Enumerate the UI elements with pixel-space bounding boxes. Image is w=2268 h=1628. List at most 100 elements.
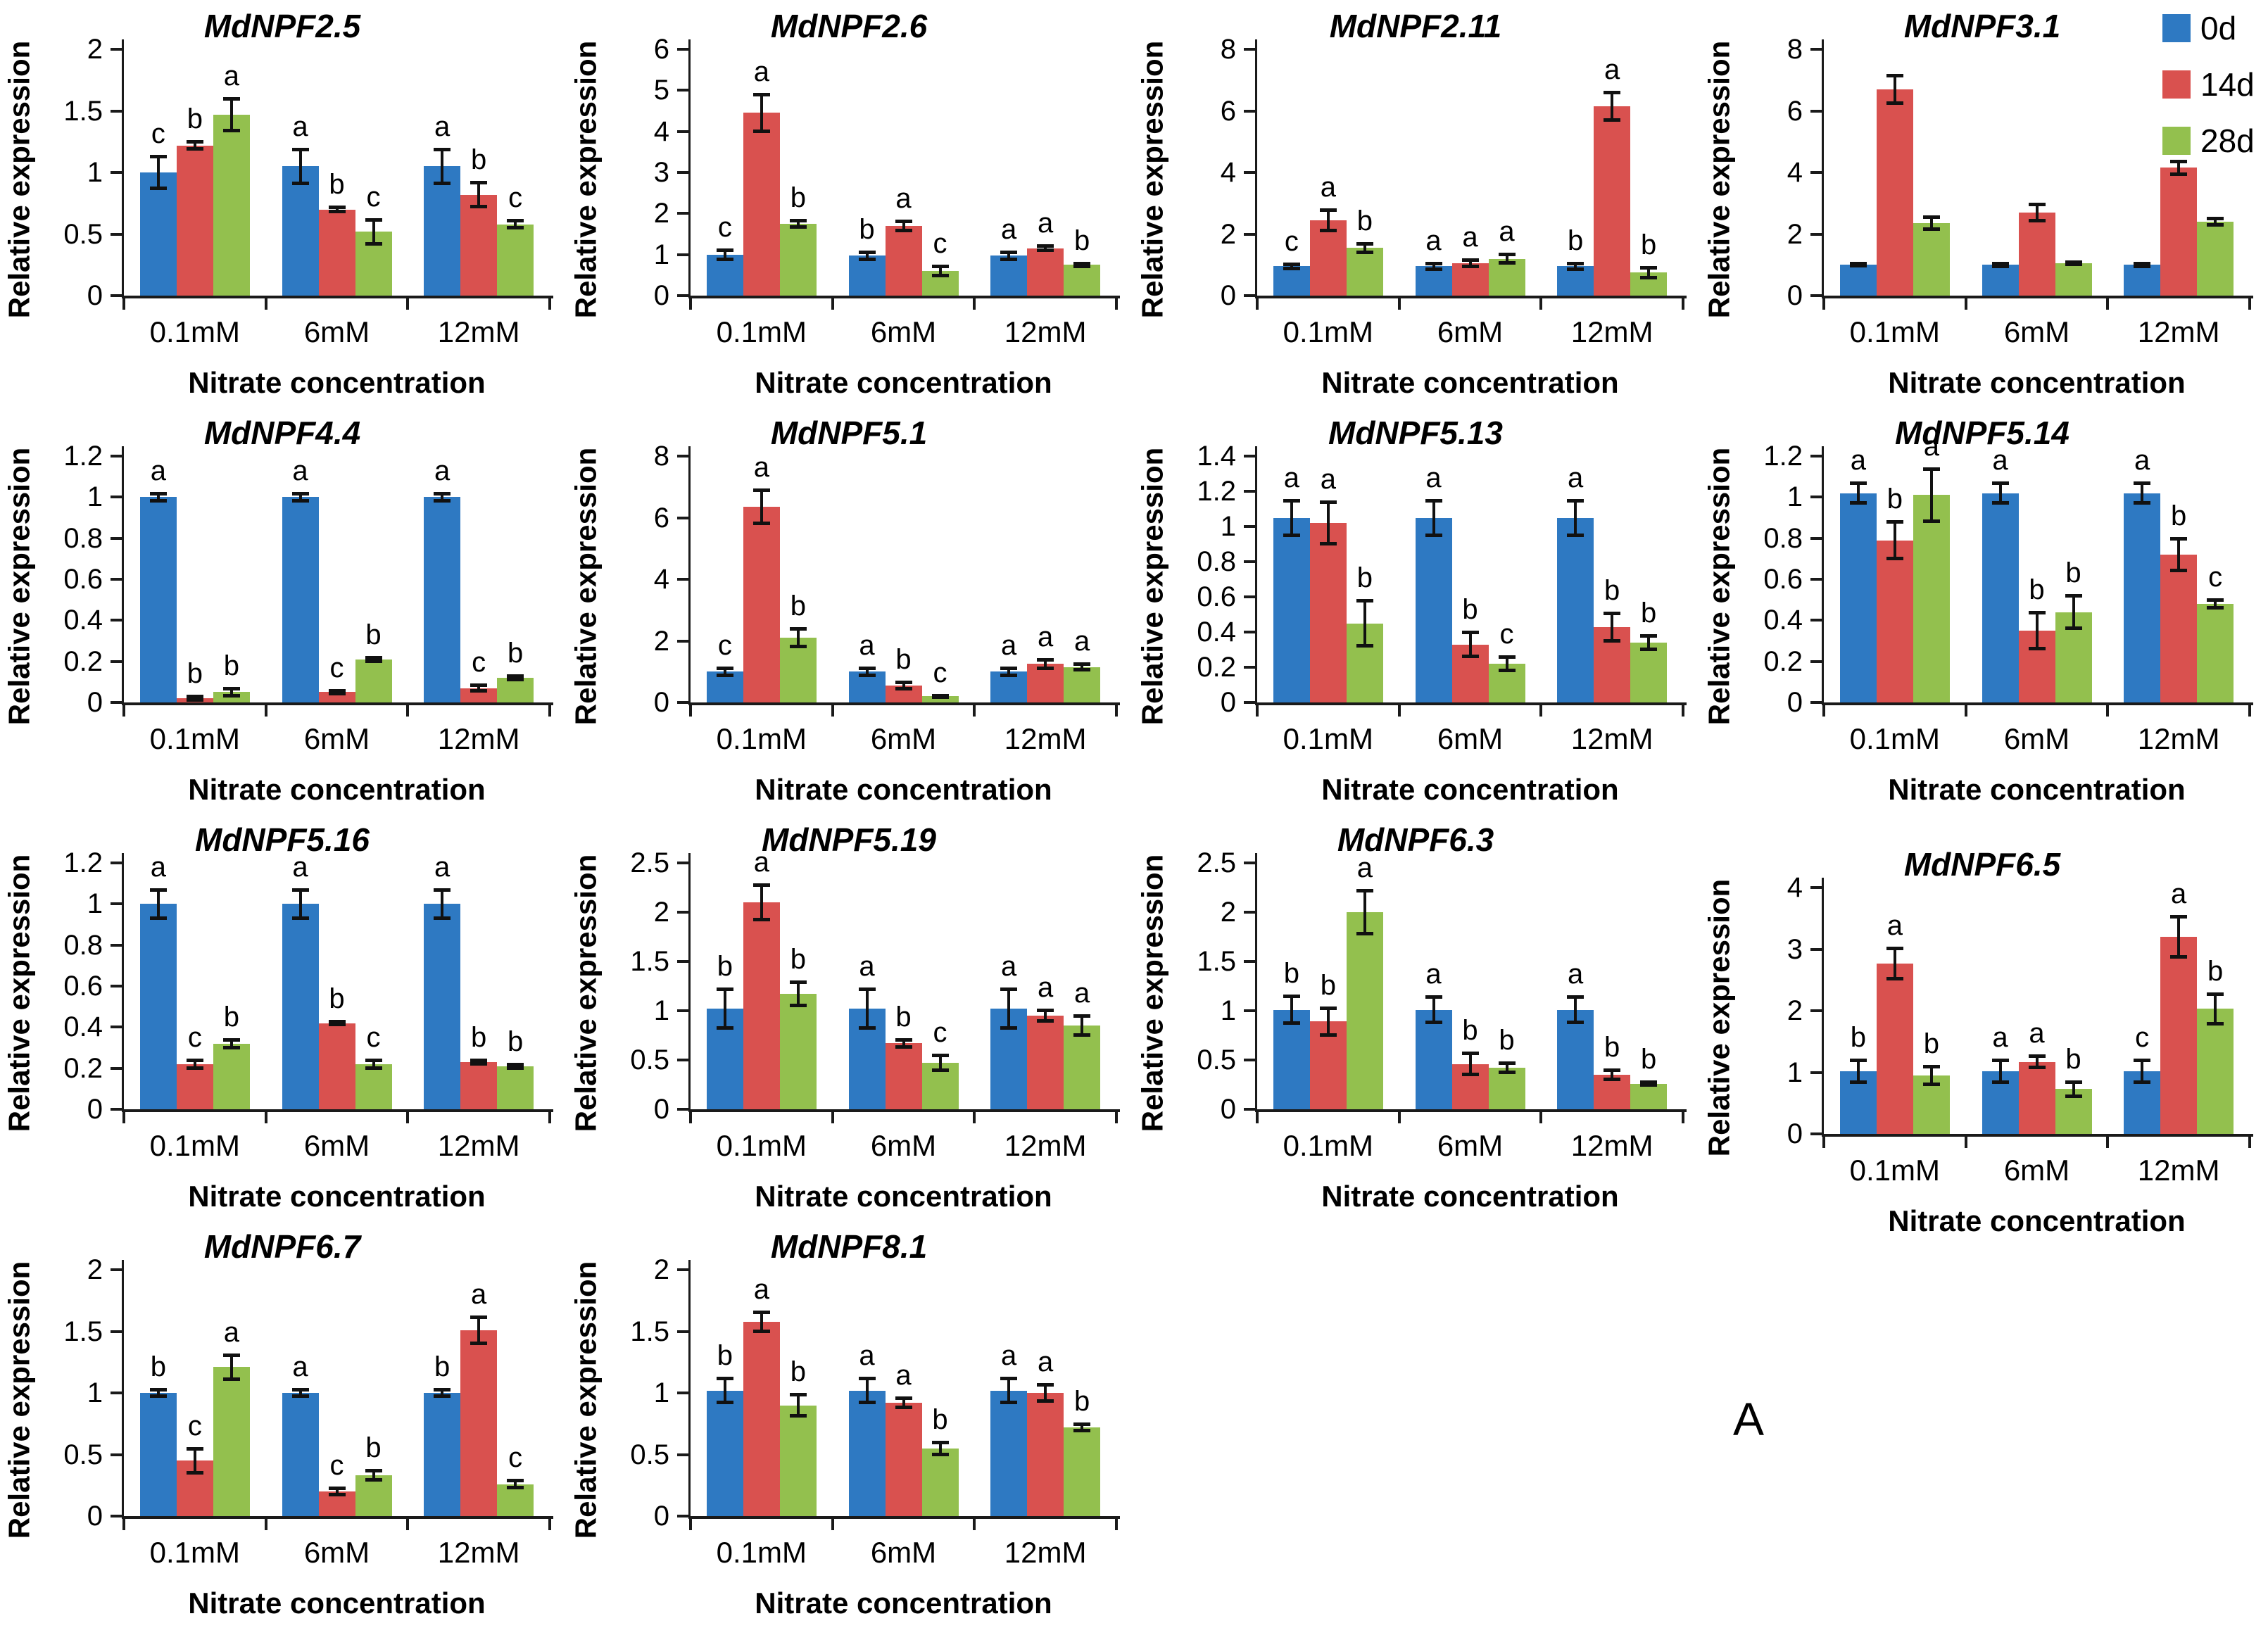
significance-letter: b [2065,557,2081,589]
x-tick-label: 0.1mM [1849,1154,1940,1187]
error-bar-line [514,1480,517,1488]
bar-28d-6mM [355,659,392,702]
y-tick-label: 0 [87,1094,103,1125]
bar-14d-0.1mM [1309,220,1347,296]
error-bar-line [1856,482,1860,504]
y-tick [1244,560,1255,563]
significance-letter: c [329,1449,344,1481]
x-tick [2106,705,2110,717]
error-bar-cap-top [931,1441,949,1444]
error-bar-line [193,1060,196,1068]
legend-item-0d: 0d [2162,11,2255,45]
significance-letter: b [790,944,806,976]
error-bar-cap-bottom [2170,569,2188,573]
y-tick [1244,1009,1255,1012]
error-bar-cap-bottom [1567,1020,1585,1024]
significance-letter: c [933,657,947,688]
y-tick-label: 0.4 [63,605,103,636]
error-bar-cap-top [149,491,167,496]
error-bar-cap-top [1000,987,1018,992]
error-bar-cap-top [507,1479,524,1483]
y-tick [1810,232,1822,236]
error-bar-cap-bottom [895,228,912,232]
chart-title: MdNPF5.16 [195,821,370,858]
significance-letter: b [2029,574,2045,605]
x-axis-line [688,1109,1120,1112]
error-bar-cap-top [1073,662,1091,667]
error-bar-cap-top [2134,1059,2151,1062]
y-tick [677,89,688,92]
x-tick-label: 0.1mM [1283,1129,1373,1162]
significance-letter: a [434,851,451,883]
error-bar-line [1363,600,1366,646]
error-bar-line [1326,209,1330,232]
error-bar-cap-bottom [1356,250,1373,254]
error-bar-line [1007,989,1011,1029]
error-bar-cap-top [1461,631,1479,634]
bar-14d-6mM [885,1403,922,1516]
y-tick [677,253,688,256]
x-tick-label: 0.1mM [149,1129,240,1162]
x-tick [1256,705,1259,717]
bar-14d-12mM [460,194,498,296]
y-tick-label: 4 [653,564,669,595]
x-tick [1539,298,1543,310]
error-bar-cap-top [1000,667,1018,670]
error-bar-cap-bottom [1461,1073,1479,1076]
error-bar-cap-top [1604,611,1621,615]
error-bar-line [760,490,763,524]
x-tick [2248,1137,2251,1148]
x-tick [1115,298,1118,310]
y-axis-line [688,39,691,296]
bar-28d-12mM [1630,1083,1668,1109]
x-tick [122,705,125,717]
legend-label-14d: 14d [2200,66,2255,103]
error-bar-cap-top [2170,536,2188,541]
error-bar-line [1044,246,1047,251]
x-tick [1115,705,1118,717]
legend: 0d 14d 28d [2162,11,2255,180]
significance-letter: b [508,1026,524,1057]
error-bar-cap-top [1604,1068,1621,1072]
significance-letter: a [895,1360,912,1391]
significance-letter: a [1499,215,1515,247]
significance-letter: b [508,638,524,669]
x-tick [1256,1112,1259,1123]
y-axis-line [1255,39,1257,296]
bar-0d-12mM [990,1390,1028,1516]
significance-letter: a [2134,444,2150,476]
error-bar-cap-bottom [1567,267,1585,271]
error-bar-cap-bottom [1849,501,1867,505]
error-bar-line [865,251,869,260]
x-tick [1682,1112,1684,1123]
significance-letter: c [187,1410,202,1441]
bar-14d-6mM [318,209,355,296]
significance-letter: a [292,851,308,883]
error-bar-cap-bottom [1037,1019,1054,1023]
y-tick-label: 2 [653,198,669,229]
significance-letter: b [1320,969,1336,1001]
chart-MdNPF5.19: MdNPF5.19 Relative expression 0 0.5 1 1.5 2 2.5… [567,814,1130,1220]
y-tick [111,1453,122,1456]
x-tick [1256,298,1259,310]
error-bar-cap-top [222,1037,240,1042]
error-bar-cap-top [1425,995,1442,999]
significance-letter: b [1641,1043,1657,1075]
error-bar-cap-top [1849,262,1867,266]
significance-letter: a [859,1340,875,1371]
bar-14d-6mM [2018,1061,2055,1134]
y-tick-label: 0.5 [1197,1045,1236,1075]
y-tick [677,455,688,458]
error-bar-cap-bottom [1886,976,1903,980]
significance-letter: b [223,1001,239,1033]
significance-letter: c [933,1017,947,1048]
significance-letter: c [2208,562,2223,593]
error-bar-cap-bottom [752,1329,770,1333]
significance-letter: b [150,1351,166,1382]
bar-0d-12mM [2124,493,2161,702]
error-bar-cap-top [752,883,770,887]
y-tick [1244,294,1255,297]
error-bar-cap-bottom [2134,1080,2151,1084]
error-bar-cap-top [149,888,167,892]
bar-28d-0.1mM [1346,248,1383,296]
